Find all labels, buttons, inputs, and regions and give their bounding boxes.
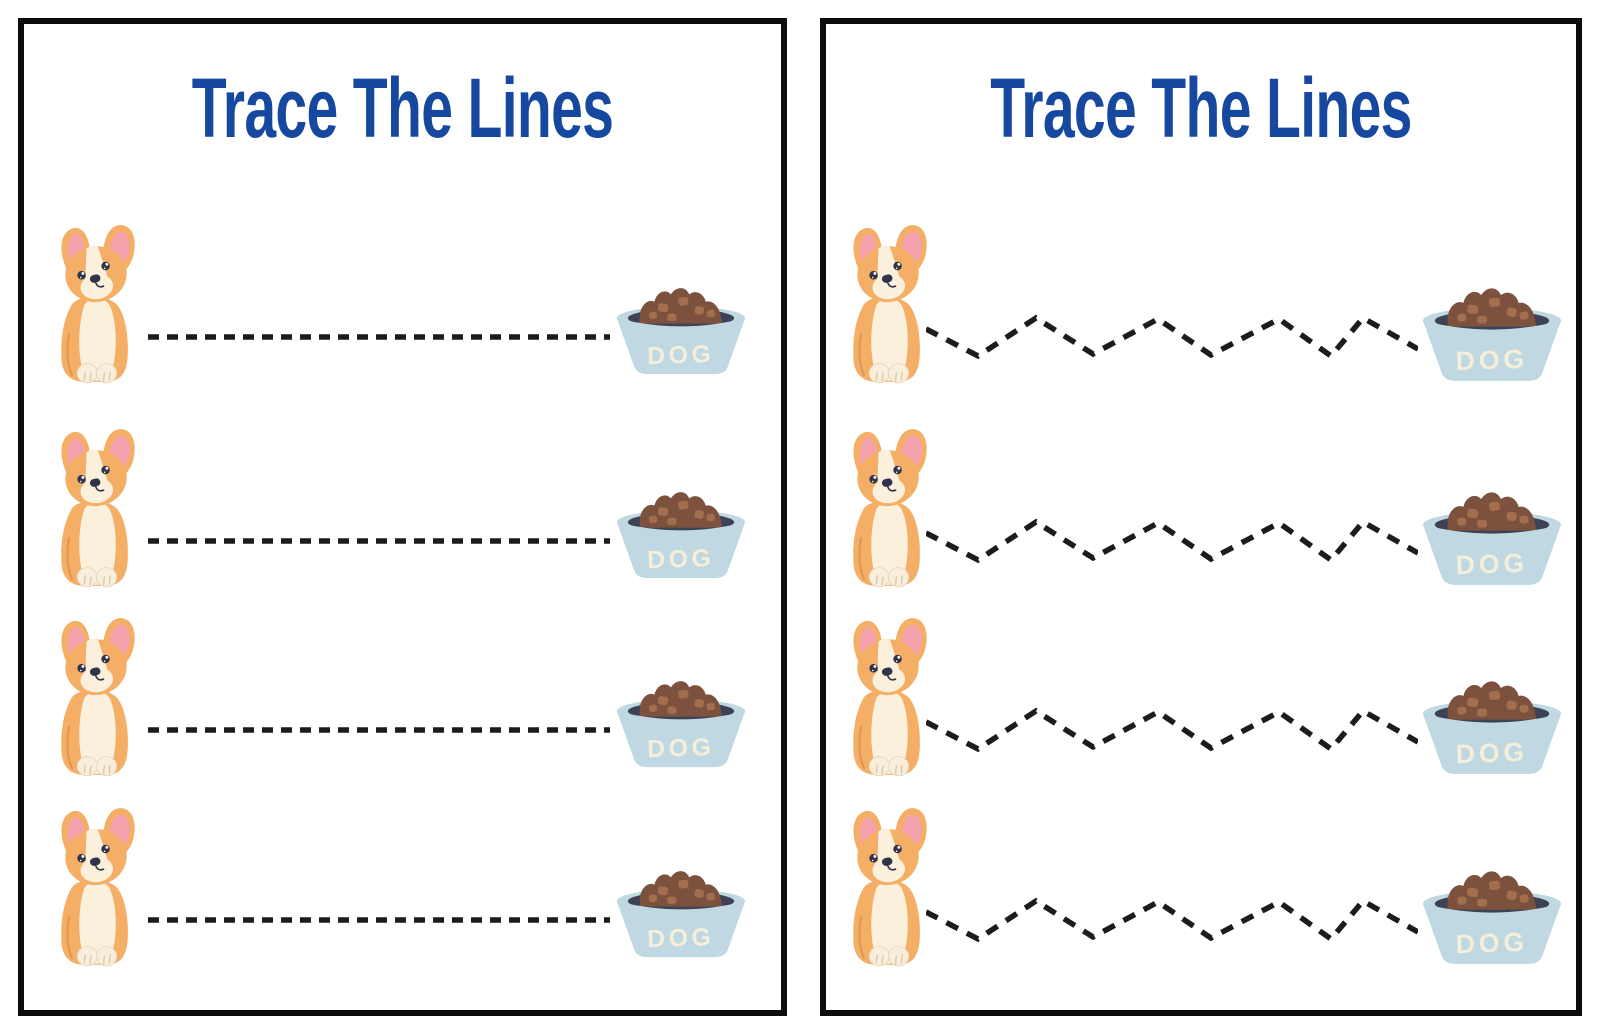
dog-food-bowl-icon xyxy=(1422,288,1562,381)
corgi-puppy-icon xyxy=(852,428,928,588)
dog-food-bowl-icon xyxy=(616,871,746,958)
dog-food-bowl-icon xyxy=(1422,871,1562,964)
page-title: Trace The Lines xyxy=(990,61,1412,155)
page-title: Trace The Lines xyxy=(191,61,614,155)
straight-trace-line[interactable] xyxy=(146,535,612,547)
dog-food-bowl-icon xyxy=(616,492,746,579)
corgi-puppy-icon xyxy=(852,224,928,384)
corgi-puppy-icon xyxy=(60,807,136,967)
dog-food-bowl-icon xyxy=(616,288,746,375)
dog-food-bowl-icon xyxy=(1422,681,1562,774)
corgi-puppy-icon xyxy=(60,224,136,384)
worksheet-page-zigzag: Trace The Lines xyxy=(820,18,1582,1016)
zigzag-trace-line[interactable] xyxy=(926,894,1418,950)
straight-trace-line[interactable] xyxy=(146,724,612,736)
worksheet-page-straight: Trace The Lines xyxy=(18,18,787,1016)
dog-food-bowl-icon xyxy=(1422,492,1562,585)
zigzag-trace-line[interactable] xyxy=(926,704,1418,760)
zigzag-trace-line[interactable] xyxy=(926,311,1418,367)
corgi-puppy-icon xyxy=(60,428,136,588)
corgi-puppy-icon xyxy=(852,807,928,967)
corgi-puppy-icon xyxy=(852,617,928,777)
zigzag-trace-line[interactable] xyxy=(926,515,1418,571)
dog-food-bowl-icon xyxy=(616,681,746,768)
corgi-puppy-icon xyxy=(60,617,136,777)
straight-trace-line[interactable] xyxy=(146,331,612,343)
straight-trace-line[interactable] xyxy=(146,914,612,926)
